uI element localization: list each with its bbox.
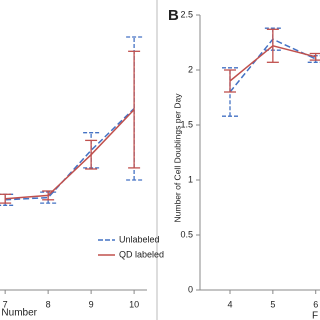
- error-bar: [0, 193, 12, 204]
- error-bar: [85, 139, 98, 170]
- y-tick-label: 2.5: [180, 9, 193, 19]
- series-line: [5, 109, 135, 200]
- y-axis-label: Number of Cell Doublings per Day: [172, 93, 182, 223]
- x-tick-label: 5: [270, 299, 275, 309]
- x-tick-label: 4: [227, 299, 232, 309]
- x-tick-label: 6: [313, 299, 318, 309]
- series-line: [5, 107, 135, 201]
- x-axis-label: Number: [1, 308, 37, 319]
- y-tick-label: 0.5: [180, 229, 193, 239]
- y-tick-label: 2: [188, 64, 193, 74]
- legend-label: QD labeled: [119, 249, 164, 259]
- x-tick-label: 8: [46, 299, 51, 309]
- error-bar: [128, 50, 141, 169]
- y-tick-label: 1: [188, 174, 193, 184]
- x-tick-label: 7: [3, 299, 8, 309]
- panel-label: B: [168, 7, 179, 24]
- x-tick-label: 9: [89, 299, 94, 309]
- error-bar: [266, 28, 279, 63]
- y-tick-label: 0: [188, 284, 193, 294]
- error-bar: [42, 190, 55, 201]
- y-tick-label: 1.5: [180, 119, 193, 129]
- x-axis-label: F: [312, 311, 318, 320]
- legend-label: Unlabeled: [119, 234, 160, 244]
- x-tick-label: 10: [129, 299, 139, 309]
- error-bar: [224, 69, 236, 93]
- error-bar: [126, 36, 143, 181]
